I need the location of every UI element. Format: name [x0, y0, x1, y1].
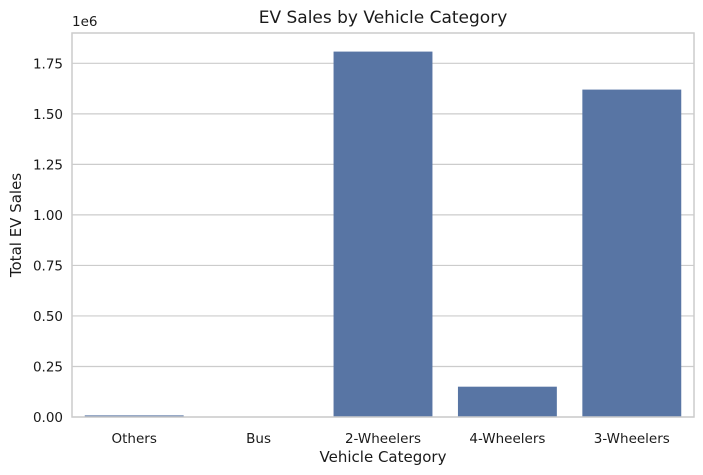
x-tick-labels: Others Bus 2-Wheelers 4-Wheelers 3-Wheelers	[112, 431, 670, 447]
x-tick-label: Others	[112, 431, 157, 447]
y-tick-label: 1.00	[33, 208, 63, 224]
y-tick-label: 0.00	[33, 410, 63, 426]
bar-others	[84, 415, 184, 417]
plot-frame	[71, 32, 695, 418]
y-tick-labels: 0.00 0.25 0.50 0.75 1.00 1.25 1.50 1.75	[33, 56, 63, 426]
y-tick-label: 1.50	[33, 107, 63, 123]
bar-4-wheelers	[457, 386, 557, 417]
y-tick-label: 0.50	[33, 309, 63, 325]
y-tick-label: 1.75	[33, 56, 63, 72]
x-tick-label: 2-Wheelers	[345, 431, 421, 447]
bar-3-wheelers	[582, 89, 682, 417]
x-axis-label: Vehicle Category	[320, 448, 447, 466]
y-tick-label: 0.25	[33, 359, 63, 375]
y-tick-label: 1.25	[33, 157, 63, 173]
y-offset-label: 1e6	[72, 14, 97, 30]
x-tick-label: 4-Wheelers	[469, 431, 545, 447]
chart-title: EV Sales by Vehicle Category	[259, 8, 508, 28]
y-axis-label: Total EV Sales	[7, 173, 25, 278]
y-tick-label: 0.75	[33, 258, 63, 274]
x-tick-label: 3-Wheelers	[594, 431, 670, 447]
bar-2-wheelers	[333, 51, 433, 417]
bars	[84, 51, 682, 417]
x-tick-label: Bus	[246, 431, 271, 447]
